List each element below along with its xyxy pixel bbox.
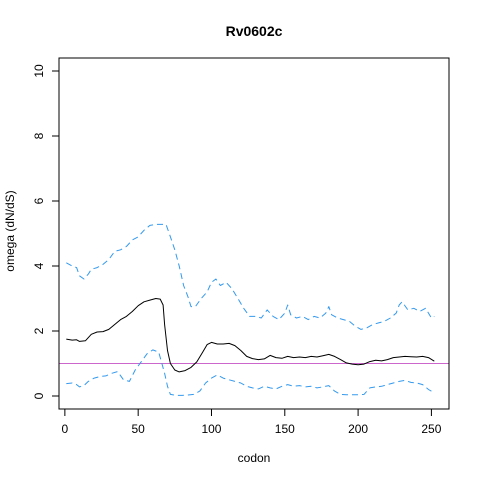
plot-area: 0 50 100 150 200 250 0 2 4 6 8 10: [32, 64, 449, 436]
x-tick-label: 50: [131, 422, 145, 436]
y-tick-label: 10: [32, 64, 46, 78]
omega-estimate-line: [66, 298, 435, 373]
lower-bound-line: [66, 349, 435, 396]
y-tick-label: 8: [32, 132, 46, 139]
y-tick-label: 6: [32, 197, 46, 204]
y-axis-label: omega (dN/dS): [3, 190, 17, 271]
x-axis-label: codon: [238, 451, 271, 465]
x-tick-label: 0: [62, 422, 69, 436]
x-tick-label: 150: [275, 422, 295, 436]
y-tick-label: 2: [32, 327, 46, 334]
y-tick-label: 4: [32, 262, 46, 269]
x-tick-label: 200: [348, 422, 368, 436]
x-tick-label: 100: [201, 422, 221, 436]
upper-bound-line: [66, 223, 435, 330]
chart-title: Rv0602c: [226, 23, 283, 39]
y-tick-label: 0: [32, 392, 46, 399]
plot-frame: [58, 57, 450, 410]
x-tick-label: 250: [421, 422, 441, 436]
